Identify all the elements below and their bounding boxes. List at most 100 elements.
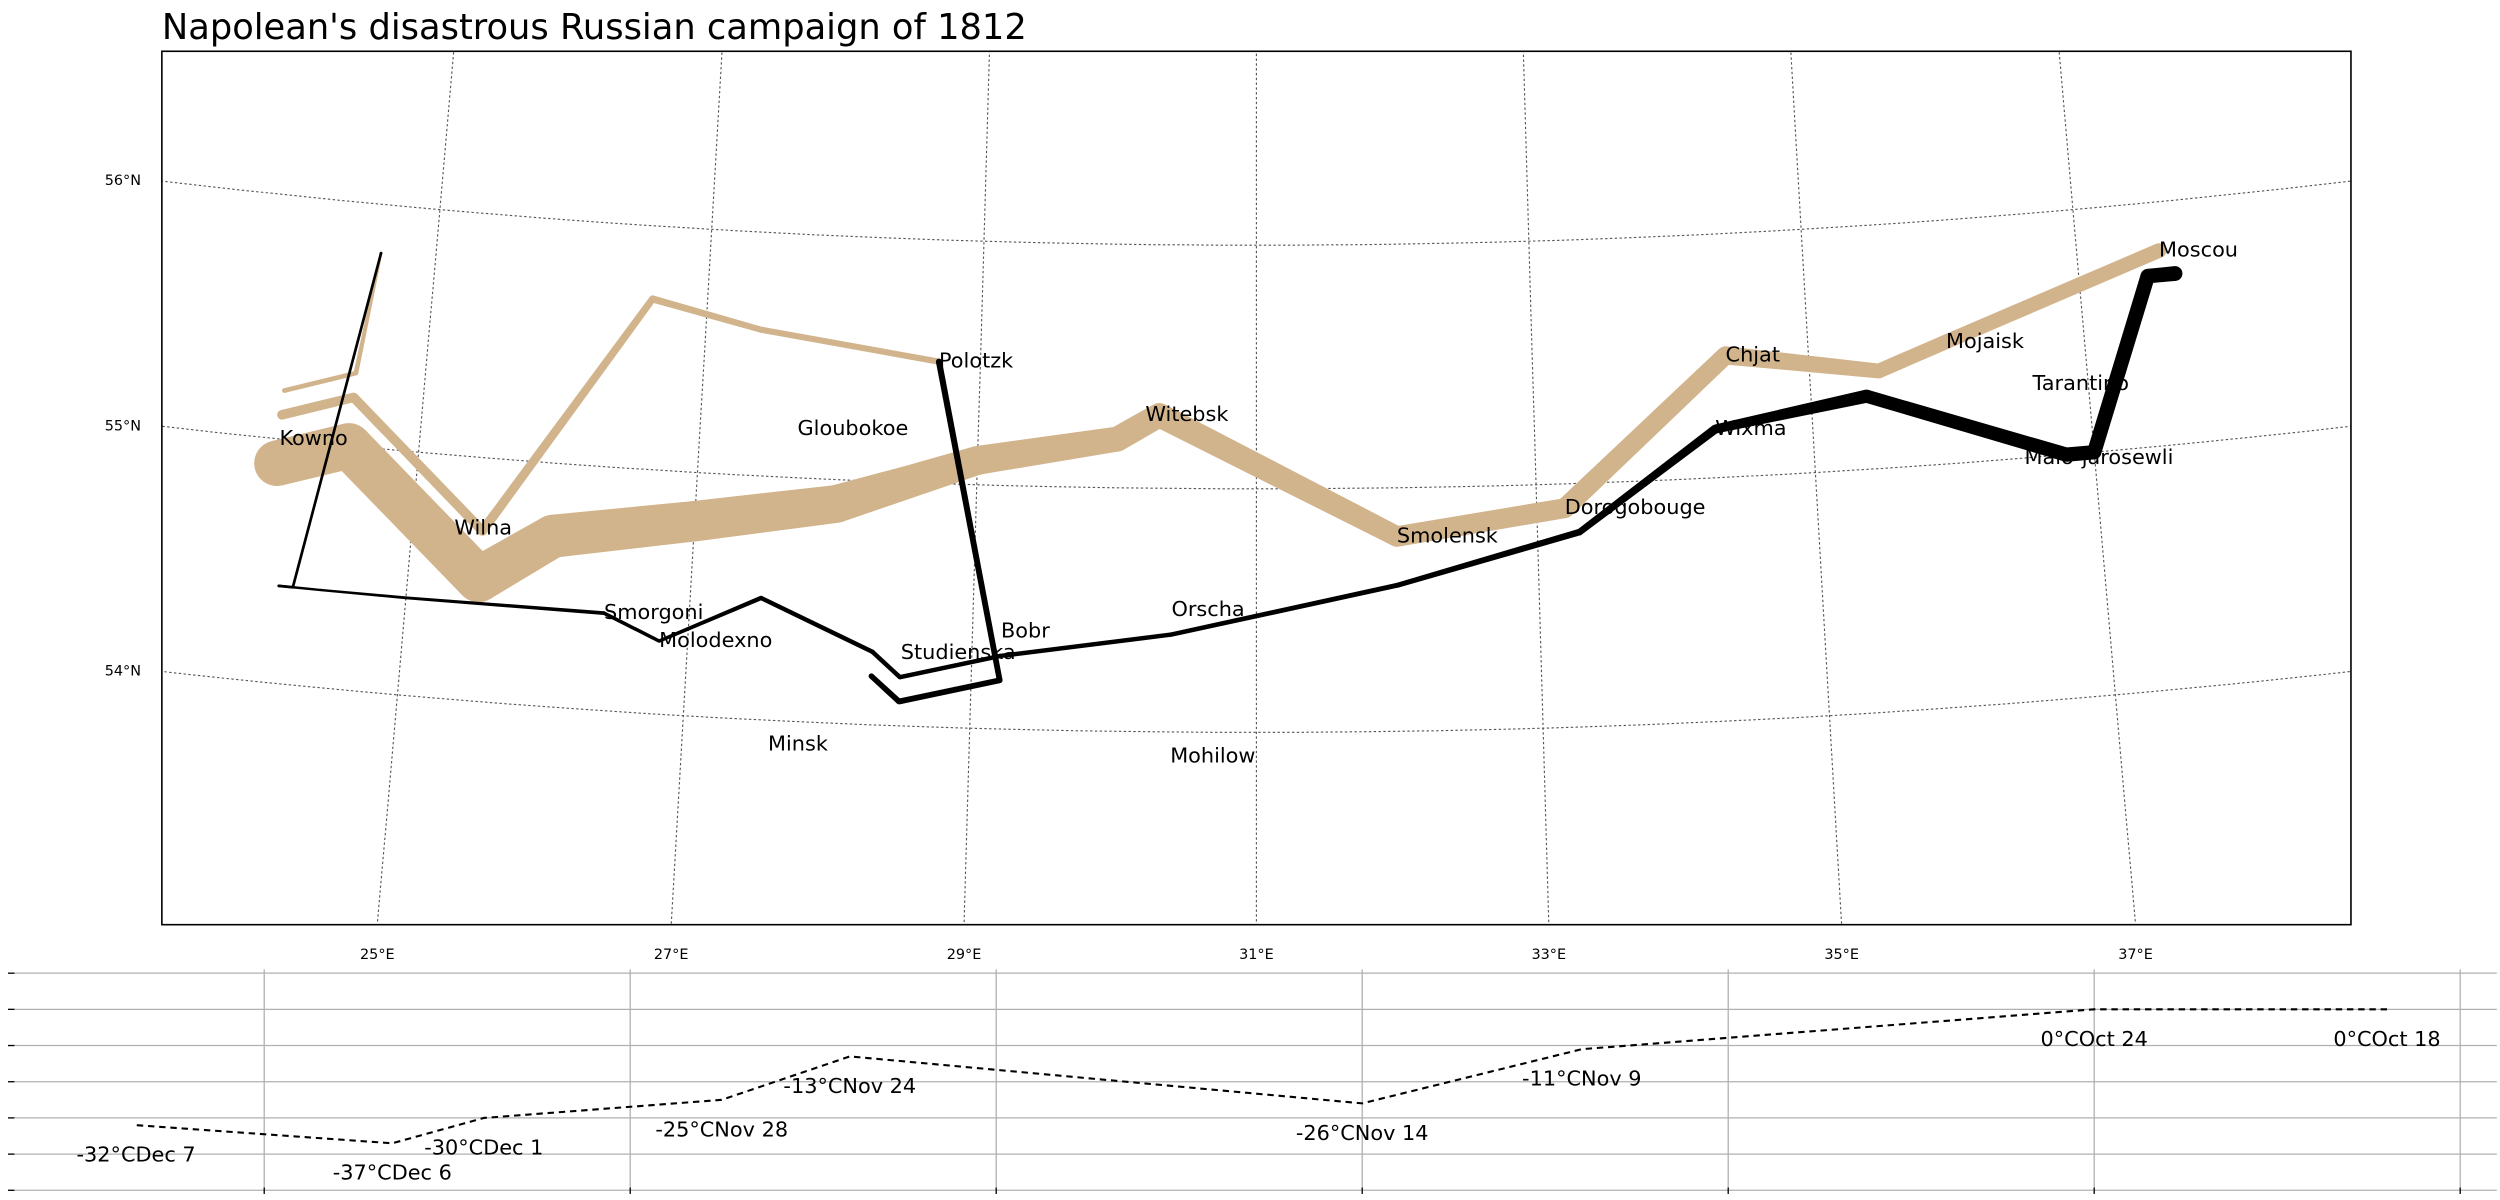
troop-point: [254, 440, 300, 487]
troop-segment: [1875, 335, 1949, 378]
troop-segment: [292, 586, 322, 592]
troop-point: [277, 584, 281, 588]
troop-point: [277, 409, 287, 420]
city-label: Smorgoni: [604, 600, 703, 624]
troop-segment: [870, 650, 902, 679]
city-label: Kowno: [279, 426, 347, 450]
troop-segment: [280, 392, 355, 420]
troop-point: [1147, 403, 1172, 428]
city-label: Studienska: [901, 640, 1016, 664]
troop-point: [353, 370, 359, 376]
temperature-label: -25°CNov 28: [655, 1117, 788, 1141]
troop-segment: [603, 611, 660, 643]
lon-tick-label: 35°E: [1824, 947, 1859, 963]
troop-segment: [2087, 274, 2155, 455]
troop-point: [1386, 526, 1408, 547]
troop-segment: [1170, 582, 1399, 637]
troop-segment: [1577, 425, 1718, 535]
temperature-line: [135, 1008, 2388, 1145]
city-label: Dorogobouge: [1565, 495, 1706, 519]
troop-segment: [1714, 389, 1868, 434]
temperature-label: -30°CDec 1: [424, 1135, 543, 1159]
troop-point: [404, 596, 408, 600]
troop-segment: [692, 485, 839, 542]
troop-point: [602, 611, 606, 615]
city-label: Witebsk: [1145, 402, 1228, 426]
troop-point: [531, 514, 575, 558]
lat-tick-label: 56°N: [105, 173, 141, 189]
troop-point: [897, 674, 903, 680]
troop-segment: [2065, 445, 2095, 462]
temperature-label: -26°CNov 14: [1296, 1121, 1429, 1145]
chart-title: Napolean's disastrous Russian campaign o…: [162, 7, 1027, 48]
troop-segment: [353, 252, 383, 374]
troop-segment: [283, 370, 357, 393]
temperature-label: 0°COct 18: [2333, 1027, 2440, 1051]
troop-segment: [658, 595, 762, 643]
troop-segment: [1000, 632, 1172, 659]
troop-point: [1871, 363, 1887, 379]
city-label: Tarantino: [2032, 371, 2129, 395]
troop-segment: [405, 596, 605, 615]
troop-segment: [332, 430, 495, 596]
axes-labels: 54°N 55°N 56°N 25°E 27°E 29°E 31°E 33°E 35°E 37°E: [105, 173, 2153, 963]
troop-segment: [320, 588, 407, 600]
city-label: Moscou: [2159, 238, 2238, 262]
troop-segment: [651, 295, 762, 333]
troop-point: [1554, 498, 1575, 519]
troop-point: [935, 358, 943, 365]
temperature-label: 0°COct 24: [2041, 1027, 2148, 1051]
temperature-label: -11°CNov 9: [1522, 1067, 1642, 1091]
city-label: Wixma: [1715, 416, 1786, 440]
troop-point: [1169, 632, 1174, 637]
city-label: Smolensk: [1397, 523, 1498, 547]
troop-segment: [1557, 348, 1732, 516]
temperature-label: -13°CNov 24: [783, 1074, 916, 1098]
grid-line: [161, 180, 2351, 246]
city-label: Malo-jarosewli: [2025, 445, 2174, 469]
troop-point: [1576, 528, 1583, 536]
city-label: Molodexno: [659, 628, 772, 652]
troop-segment: [550, 501, 697, 558]
lat-tick-label: 54°N: [105, 663, 141, 679]
troop-point: [348, 392, 359, 403]
troop-point: [2087, 445, 2102, 460]
city-label: Bobr: [1001, 619, 1050, 643]
troop-point: [757, 326, 765, 333]
troop-point: [996, 677, 1003, 684]
city-label: Minsk: [768, 732, 828, 756]
troop-point: [455, 556, 502, 603]
city-label: Chjat: [1726, 342, 1780, 366]
troop-segment: [869, 674, 901, 704]
troop-segment: [760, 595, 874, 654]
troop-point: [896, 698, 902, 705]
troop-point: [1395, 582, 1401, 588]
troop-segment: [935, 361, 1003, 681]
troop-segment: [898, 677, 1001, 705]
troop-point: [2151, 243, 2167, 258]
troop-segment: [1396, 528, 1581, 588]
troop-segment: [478, 296, 656, 534]
troop-point: [2059, 447, 2074, 462]
troop-point: [868, 673, 875, 679]
city-label: Orscha: [1171, 597, 1244, 621]
troop-point: [1938, 334, 1954, 350]
city-label: Polotzk: [939, 349, 1013, 373]
troop-point: [998, 653, 1003, 659]
troop-segment: [291, 252, 383, 588]
troop-point: [758, 595, 764, 601]
troop-point: [2140, 268, 2155, 284]
map-frame: [161, 50, 2352, 926]
lat-tick-label: 55°N: [105, 418, 141, 434]
troop-point: [326, 423, 372, 469]
temperature-panel: 0°COct 18 0°COct 24 -11°CNov 9 -26°CNov 14 -…: [8, 969, 2497, 1194]
troop-segment: [760, 326, 940, 365]
city-label: Gloubokoe: [798, 416, 909, 440]
troop-point: [319, 588, 323, 592]
lon-tick-label: 27°E: [654, 947, 689, 963]
troop-point: [1716, 346, 1735, 365]
temperature-label: -32°CDec 7: [77, 1143, 196, 1167]
